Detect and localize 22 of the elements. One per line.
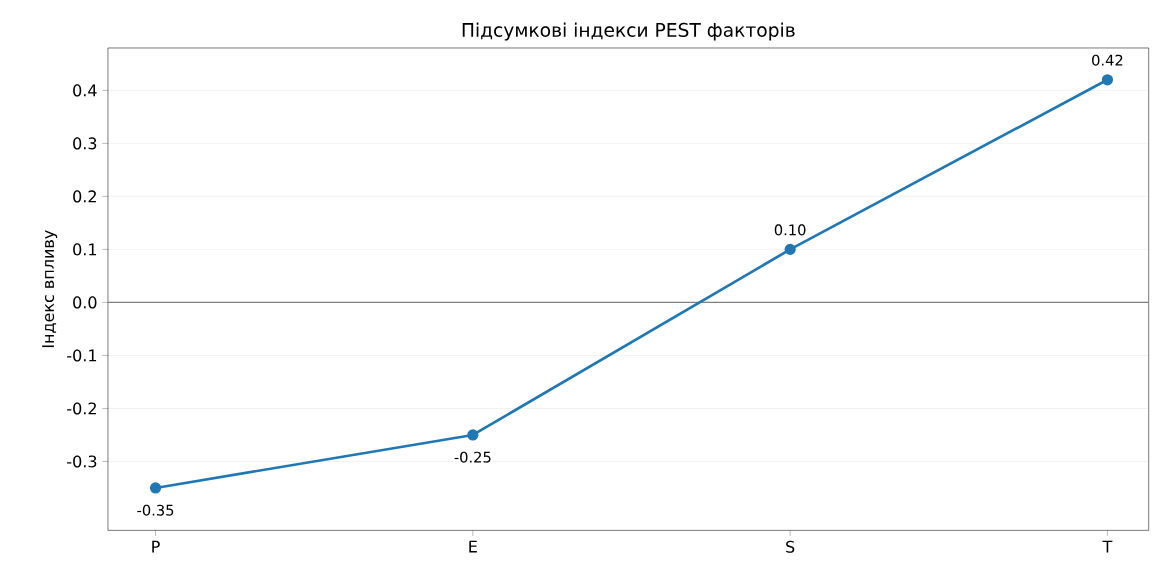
y-tick-label: -0.3 [67,455,97,468]
y-axis-title: Індекс впливу [42,230,58,348]
y-tick-label: 0.0 [73,296,97,309]
point [467,429,479,441]
x-tick-label: E [469,540,477,553]
x-tick-label: S [786,540,795,554]
y-tick-label: 0.4 [73,84,97,97]
y-tick-label: 0.3 [73,137,97,150]
point [1101,74,1114,86]
point [149,482,162,494]
data-label: -0.25 [454,451,491,463]
y-tick-label: -0.2 [67,402,96,415]
data-label: -0.35 [137,504,174,516]
y-tick-label: 0.1 [73,243,97,256]
x-tick-label: P [152,540,160,553]
data-label: 0.10 [774,224,806,236]
y-tick-label: -0.1 [67,349,97,362]
data-label: 0.42 [1092,54,1123,66]
point [784,243,796,256]
y-tick-label: 0.2 [73,190,96,203]
x-tick-label: T [1102,540,1113,553]
chart-title: Підсумкові індекси PEST факторів [462,22,795,41]
